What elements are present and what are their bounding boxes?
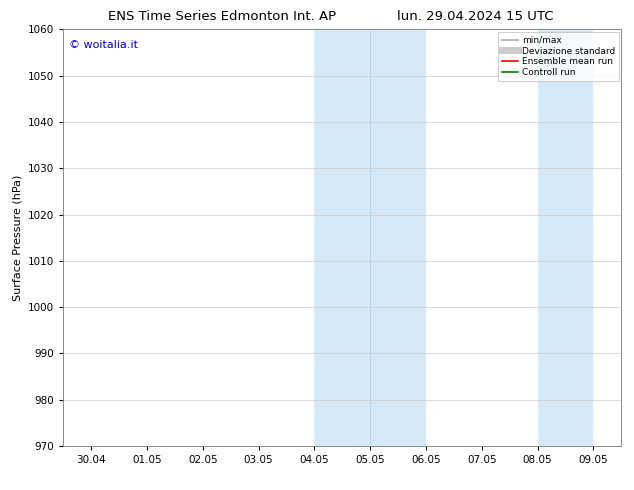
Text: lun. 29.04.2024 15 UTC: lun. 29.04.2024 15 UTC [398, 10, 553, 23]
Bar [314, 29, 370, 446]
Legend: min/max, Deviazione standard, Ensemble mean run, Controll run: min/max, Deviazione standard, Ensemble m… [498, 32, 619, 81]
Text: ENS Time Series Edmonton Int. AP: ENS Time Series Edmonton Int. AP [108, 10, 336, 23]
Bar [538, 29, 593, 446]
Bar [370, 29, 426, 446]
Y-axis label: Surface Pressure (hPa): Surface Pressure (hPa) [13, 174, 23, 301]
Text: © woitalia.it: © woitalia.it [69, 40, 138, 50]
